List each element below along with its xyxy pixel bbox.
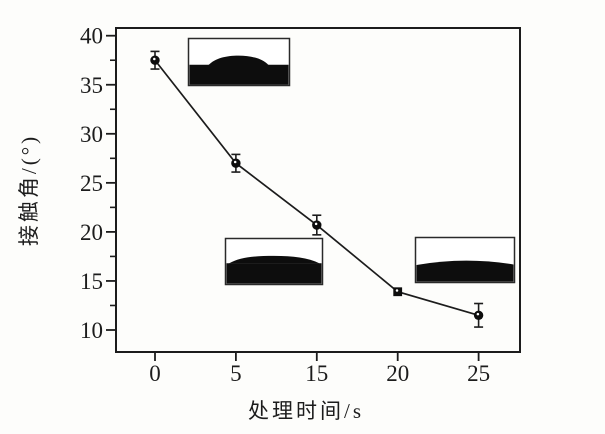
y-axis-tick-label: 25 <box>80 171 103 196</box>
droplet-photo-0s-ink <box>189 64 289 85</box>
y-axis-title: 接触角/(°) <box>17 134 41 246</box>
data-point-highlight <box>395 289 399 292</box>
droplet-photo-25s-ink <box>416 260 514 282</box>
x-axis-tick-label: 15 <box>305 361 328 386</box>
droplet-photo-15s-ink <box>226 263 322 284</box>
data-point-highlight <box>153 57 156 61</box>
data-point-marker <box>393 287 403 297</box>
data-point-marker <box>473 310 484 320</box>
y-axis-tick-label: 35 <box>80 73 103 98</box>
data-point-highlight <box>476 312 480 316</box>
plot-area: 10 15 20 25 30 35 40 0 5 15 20 25 <box>80 24 521 386</box>
x-axis-tick-label: 25 <box>467 361 490 386</box>
x-axis-tick-label: 0 <box>149 361 161 386</box>
x-axis-tick-label: 5 <box>230 361 242 386</box>
x-axis-tick-label: 20 <box>386 361 409 386</box>
y-axis-tick-label: 30 <box>80 122 103 147</box>
plot-border <box>115 27 521 353</box>
droplet-photo-15s-ink <box>229 255 320 264</box>
data-point-marker <box>312 220 322 230</box>
x-axis-title: 处理时间/s <box>248 399 364 423</box>
y-axis-tick-label: 10 <box>80 318 103 343</box>
data-point-marker <box>150 55 160 65</box>
droplet-photo-0s-ink <box>208 55 269 65</box>
y-axis-tick-label: 20 <box>80 220 103 245</box>
data-point-highlight <box>314 222 318 226</box>
data-point-marker <box>231 158 241 168</box>
y-axis-tick-label: 40 <box>80 24 103 49</box>
data-point-highlight <box>233 160 237 164</box>
y-axis-tick-label: 15 <box>80 269 103 294</box>
